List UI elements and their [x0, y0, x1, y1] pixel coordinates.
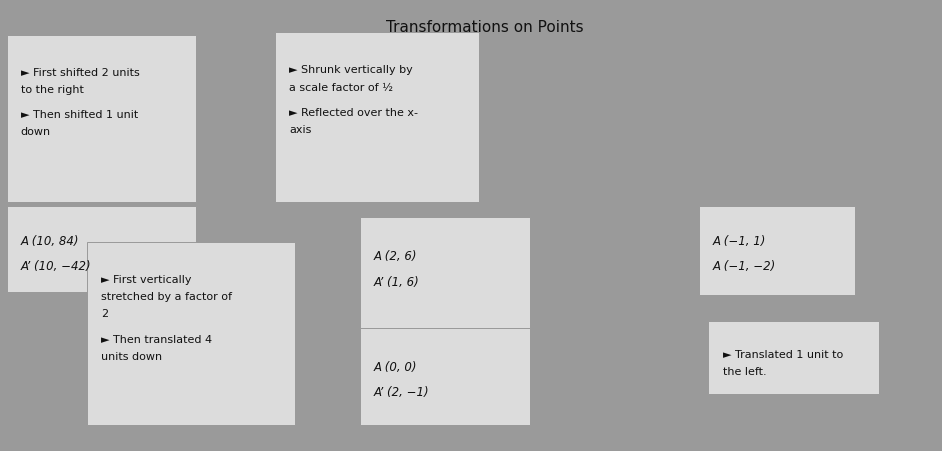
FancyBboxPatch shape — [708, 321, 879, 394]
Text: units down: units down — [101, 352, 162, 362]
Text: stretched by a factor of: stretched by a factor of — [101, 292, 232, 302]
Text: axis: axis — [289, 125, 312, 135]
FancyBboxPatch shape — [7, 206, 196, 292]
FancyBboxPatch shape — [7, 35, 196, 202]
Text: a scale factor of ½: a scale factor of ½ — [289, 83, 393, 92]
Text: A (0, 0): A (0, 0) — [374, 361, 417, 374]
Text: ► Translated 1 unit to: ► Translated 1 unit to — [723, 350, 843, 359]
FancyBboxPatch shape — [699, 206, 855, 295]
Text: A (−1, −2): A (−1, −2) — [713, 260, 776, 273]
Text: A (2, 6): A (2, 6) — [374, 250, 417, 263]
Text: ► Then shifted 1 unit: ► Then shifted 1 unit — [21, 110, 138, 120]
FancyBboxPatch shape — [360, 217, 530, 328]
Text: the left.: the left. — [723, 367, 766, 377]
FancyBboxPatch shape — [360, 328, 530, 425]
FancyBboxPatch shape — [275, 32, 479, 202]
Text: ► First vertically: ► First vertically — [101, 275, 191, 285]
Text: ► Shrunk vertically by: ► Shrunk vertically by — [289, 65, 413, 75]
Text: ► Reflected over the x-: ► Reflected over the x- — [289, 108, 418, 118]
FancyBboxPatch shape — [87, 242, 295, 425]
Text: Transformations on Points: Transformations on Points — [386, 20, 584, 35]
Text: ► First shifted 2 units: ► First shifted 2 units — [21, 68, 139, 78]
Text: A (−1, 1): A (−1, 1) — [713, 235, 767, 248]
Text: 2: 2 — [101, 309, 108, 319]
Text: ► Then translated 4: ► Then translated 4 — [101, 335, 212, 345]
Text: to the right: to the right — [21, 85, 84, 95]
Text: A’ (10, −42): A’ (10, −42) — [21, 260, 91, 273]
Text: A (10, 84): A (10, 84) — [21, 235, 79, 248]
Text: A’ (2, −1): A’ (2, −1) — [374, 386, 430, 399]
Text: down: down — [21, 127, 51, 137]
Text: A’ (1, 6): A’ (1, 6) — [374, 276, 420, 289]
